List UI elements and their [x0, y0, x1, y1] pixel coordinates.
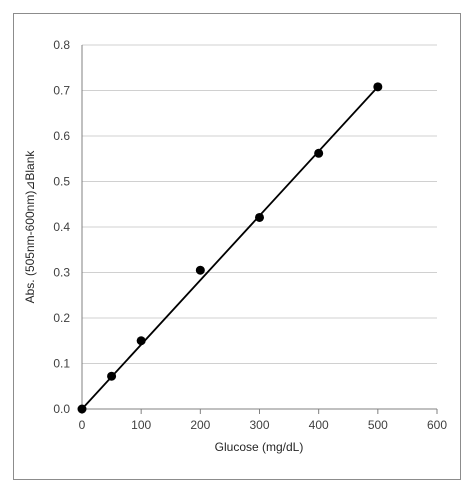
y-tick-label: 0.1 [53, 357, 70, 371]
x-axis-title: Glucose (mg/dL) [215, 440, 304, 454]
x-tick-label: 600 [427, 418, 447, 432]
y-tick-label: 0.8 [53, 38, 70, 52]
y-tick-label: 0.4 [53, 220, 70, 234]
y-tick-label: 0.3 [53, 266, 70, 280]
data-point [314, 148, 324, 158]
data-point [136, 336, 146, 346]
y-tick-label: 0.2 [53, 311, 70, 325]
y-tick-label: 0.0 [53, 402, 70, 416]
data-point [77, 404, 87, 414]
grid-lines [82, 44, 437, 364]
trendline [81, 86, 379, 410]
data-point [373, 82, 383, 92]
x-tick-label: 300 [249, 418, 269, 432]
x-tick-label: 100 [131, 418, 151, 432]
x-tick-label: 400 [309, 418, 329, 432]
data-points [77, 82, 383, 414]
y-tick-label: 0.7 [53, 84, 70, 98]
x-tick-label: 0 [79, 418, 86, 432]
data-point [107, 371, 117, 381]
x-tick-label: 200 [190, 418, 210, 432]
data-point [255, 212, 264, 222]
y-tick-label: 0.5 [53, 175, 70, 189]
trendline-path [81, 86, 379, 410]
data-point [195, 265, 205, 275]
y-axis-title: Abs. (505nm-600nm)⊿Blank [23, 150, 37, 304]
x-tick-label: 500 [368, 418, 388, 432]
axes [81, 45, 438, 414]
tick-labels: 0.0 0.1 0.2 0.3 0.4 0.5 0.6 0.7 0.8 0 100 200 300 400… [53, 38, 447, 432]
y-tick-label: 0.6 [53, 129, 70, 143]
